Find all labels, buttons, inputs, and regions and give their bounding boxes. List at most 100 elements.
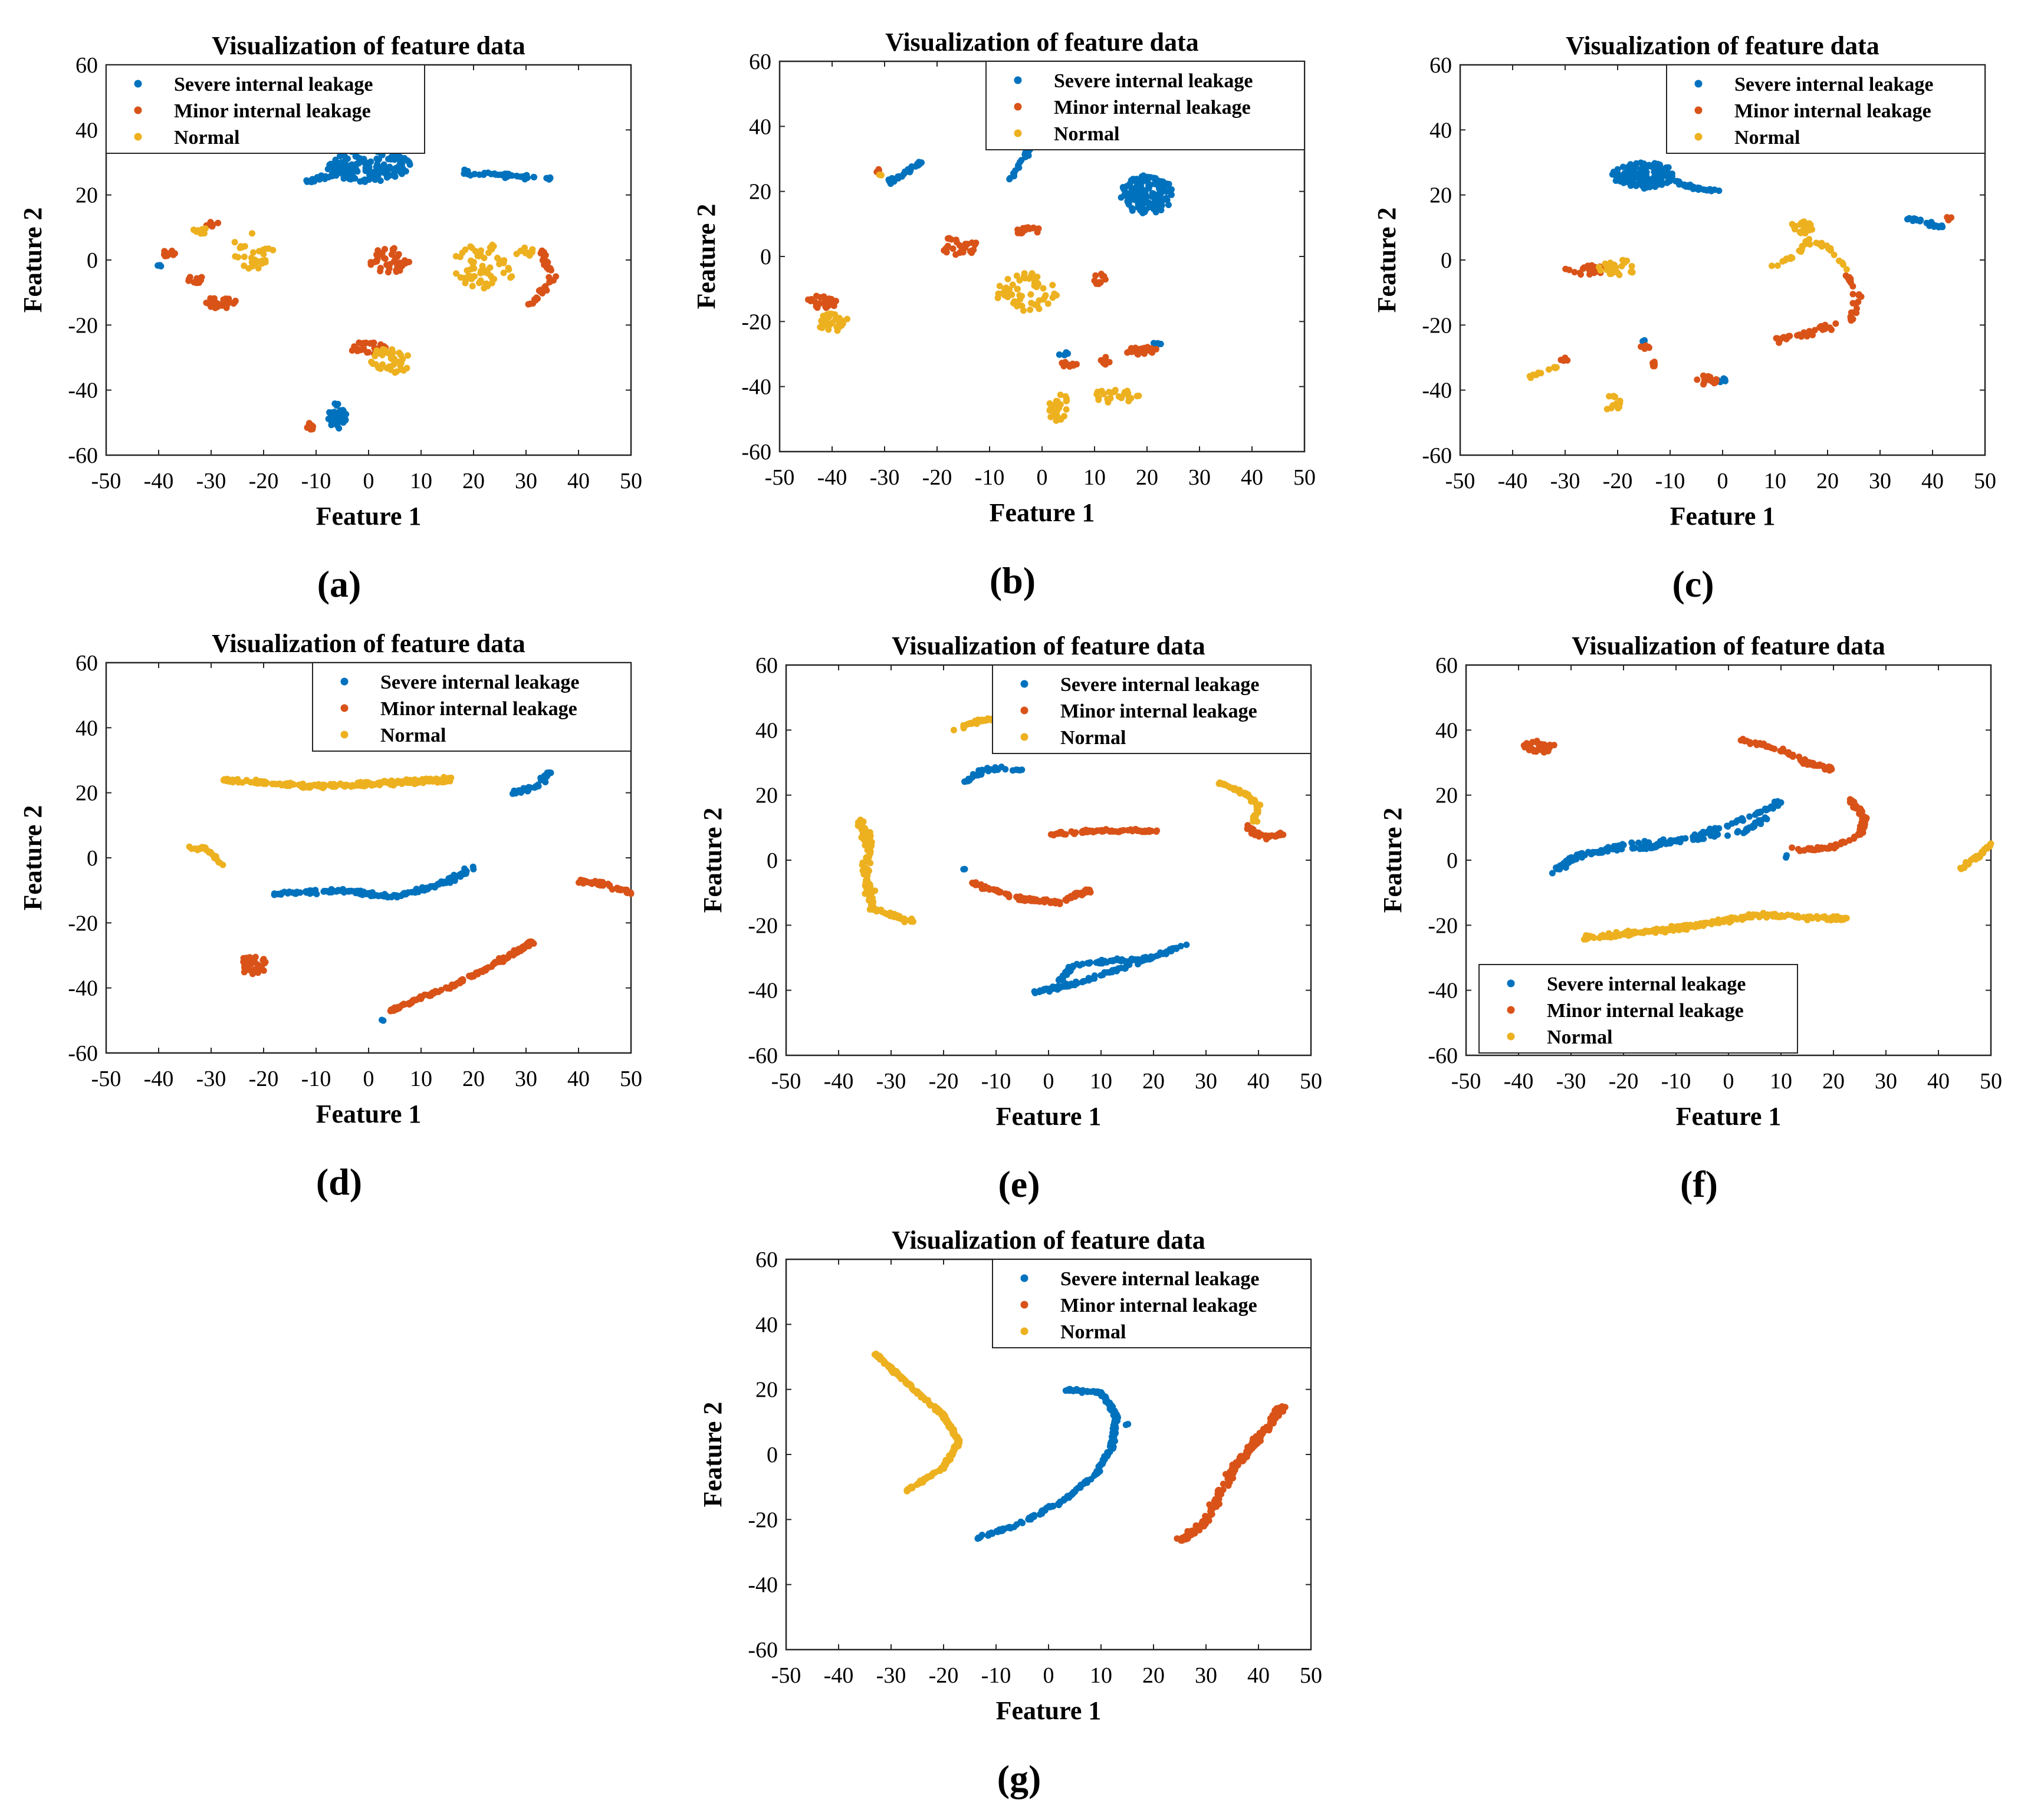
legend-marker-severe bbox=[1020, 1274, 1028, 1282]
data-point bbox=[1861, 823, 1868, 830]
data-point bbox=[290, 781, 297, 788]
data-point bbox=[941, 1460, 948, 1467]
data-point bbox=[482, 965, 489, 972]
data-point bbox=[332, 156, 339, 163]
data-point bbox=[1004, 275, 1011, 282]
data-point bbox=[417, 993, 424, 1000]
data-point bbox=[1694, 184, 1701, 191]
y-tick-label: -40 bbox=[1422, 379, 1452, 403]
data-point bbox=[248, 254, 255, 261]
data-point bbox=[391, 167, 398, 174]
data-point bbox=[1713, 376, 1720, 383]
x-tick-label: 10 bbox=[1090, 1663, 1112, 1688]
data-point bbox=[1055, 977, 1062, 983]
data-point bbox=[1083, 828, 1090, 835]
data-point bbox=[1647, 845, 1654, 851]
data-point bbox=[213, 303, 220, 310]
data-point bbox=[350, 162, 357, 169]
y-tick-label: 0 bbox=[1447, 848, 1458, 873]
data-point bbox=[1656, 166, 1663, 173]
y-axis-label: Feature 2 bbox=[18, 208, 47, 313]
data-point bbox=[1018, 292, 1026, 300]
y-tick-label: -40 bbox=[748, 979, 778, 1003]
data-point bbox=[1053, 413, 1060, 420]
data-point bbox=[1049, 282, 1056, 288]
series-minor bbox=[240, 876, 635, 1015]
chart-panel-e: -50 -40 -30 -20 -10 0 10 20 30 40 50-60-40-2002040… bbox=[698, 631, 1322, 1205]
x-tick-label: -50 bbox=[765, 465, 795, 490]
data-point bbox=[1077, 1482, 1085, 1489]
data-point bbox=[344, 155, 351, 162]
data-point bbox=[1133, 179, 1140, 186]
data-point bbox=[481, 285, 488, 292]
data-point bbox=[544, 262, 551, 269]
data-point bbox=[396, 350, 403, 356]
x-tick-label: -30 bbox=[1556, 1069, 1586, 1094]
x-tick-label: 40 bbox=[567, 469, 590, 493]
data-point bbox=[1057, 416, 1064, 423]
data-point bbox=[380, 779, 387, 786]
data-point bbox=[1207, 1512, 1214, 1519]
data-point bbox=[1549, 870, 1556, 877]
data-point bbox=[1667, 172, 1674, 178]
panel-label: (e) bbox=[998, 1163, 1040, 1205]
y-tick-label: -40 bbox=[68, 379, 98, 403]
data-point bbox=[1541, 742, 1548, 749]
data-point bbox=[995, 290, 1002, 297]
data-point bbox=[243, 955, 250, 962]
data-point bbox=[1130, 195, 1137, 202]
data-point bbox=[1606, 265, 1613, 272]
data-point bbox=[255, 265, 262, 272]
data-point bbox=[1220, 1486, 1227, 1493]
data-point bbox=[502, 955, 510, 962]
data-point bbox=[370, 781, 377, 788]
series-normal bbox=[871, 1350, 963, 1495]
data-point bbox=[379, 346, 386, 353]
data-point bbox=[328, 409, 336, 416]
data-point bbox=[1783, 255, 1790, 262]
data-point bbox=[243, 776, 250, 784]
data-point bbox=[970, 246, 977, 254]
data-point bbox=[325, 416, 332, 422]
data-point bbox=[389, 346, 396, 353]
y-tick-label: 60 bbox=[1435, 653, 1458, 678]
data-point bbox=[1827, 245, 1834, 252]
x-axis-label: Feature 1 bbox=[316, 1100, 422, 1128]
data-point bbox=[1254, 803, 1261, 810]
data-point bbox=[1653, 926, 1660, 932]
data-point bbox=[224, 775, 231, 782]
data-point bbox=[1811, 327, 1818, 334]
data-point bbox=[468, 973, 475, 980]
y-tick-label: 60 bbox=[75, 651, 98, 676]
series-normal bbox=[817, 171, 1142, 424]
data-point bbox=[908, 915, 915, 922]
data-point bbox=[1707, 825, 1714, 832]
data-point bbox=[1057, 391, 1064, 399]
data-point bbox=[1096, 279, 1103, 286]
data-point bbox=[1622, 179, 1629, 185]
data-point bbox=[1120, 186, 1128, 193]
data-point bbox=[439, 778, 446, 785]
data-point bbox=[1740, 736, 1746, 742]
data-point bbox=[1090, 829, 1097, 835]
data-point bbox=[863, 873, 870, 880]
y-tick-label: 0 bbox=[87, 846, 98, 871]
y-tick-label: -20 bbox=[741, 310, 771, 334]
data-point bbox=[908, 1384, 915, 1391]
data-point bbox=[921, 1475, 928, 1482]
data-point bbox=[1064, 894, 1071, 901]
data-point bbox=[1619, 256, 1626, 264]
data-point bbox=[1769, 262, 1775, 269]
data-point bbox=[1589, 933, 1596, 940]
data-point bbox=[448, 774, 455, 781]
data-point bbox=[1627, 161, 1634, 168]
data-point bbox=[1789, 912, 1796, 919]
data-point bbox=[1106, 389, 1113, 396]
series-normal bbox=[1526, 218, 1850, 413]
data-point bbox=[1746, 739, 1753, 746]
data-point bbox=[1106, 1449, 1113, 1456]
data-point bbox=[1971, 855, 1979, 862]
data-point bbox=[1795, 845, 1802, 853]
data-point bbox=[1220, 1480, 1227, 1487]
legend-box bbox=[106, 64, 425, 154]
